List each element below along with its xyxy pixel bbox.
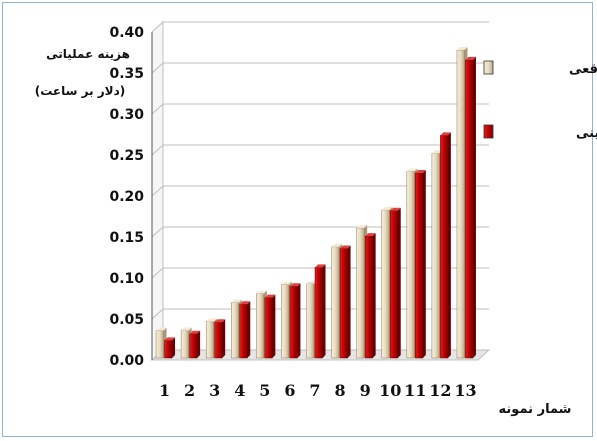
y-tick-label: 0.15 — [109, 230, 144, 246]
x-tick-label: 13 — [454, 381, 476, 400]
y-axis-label-line1: هزینه عملیاتی — [46, 47, 130, 61]
bar-estimated-5 — [264, 294, 276, 359]
bar-estimated-12 — [440, 132, 451, 359]
bar-estimated-4 — [239, 301, 251, 359]
x-axis-ticks: 1 2 3 4 5 6 7 8 9 10 11 12 13 — [159, 381, 477, 400]
x-tick-label: 2 — [184, 381, 195, 400]
bar-estimated-1 — [164, 337, 176, 359]
x-tick-label: 7 — [309, 381, 320, 400]
bars — [155, 47, 476, 359]
bar-estimated-10 — [389, 207, 401, 359]
y-tick-label: 0.10 — [109, 271, 144, 287]
x-tick-label: 4 — [234, 381, 245, 400]
x-tick-label: 10 — [379, 381, 401, 400]
gridline — [151, 267, 489, 279]
y-tick-label: 0.30 — [109, 107, 144, 123]
chart-frame — [2, 2, 593, 437]
legend: مقادیر واقعی مقادیر تخمینی — [483, 60, 597, 141]
y-tick-label: 0.05 — [109, 312, 144, 328]
y-tick-label: 0.40 — [109, 25, 144, 41]
y-tick-label: 0.00 — [109, 353, 144, 369]
bar-estimated-13 — [465, 56, 476, 359]
y-axis-ticks: 0.00 0.05 0.10 0.15 0.20 0.25 0.30 0.35 0.40 — [109, 25, 144, 369]
bar-estimated-2 — [189, 330, 201, 359]
y-tick-label: 0.20 — [109, 189, 144, 205]
y-tick-label: 0.35 — [109, 66, 144, 82]
x-tick-label: 5 — [259, 381, 270, 400]
x-tick-label: 12 — [429, 381, 451, 400]
legend-label-actual: مقادیر واقعی — [569, 62, 597, 77]
x-tick-label: 9 — [360, 381, 371, 400]
legend-swatch-actual — [483, 60, 494, 75]
y-tick-label: 0.25 — [109, 148, 144, 164]
gridline — [151, 103, 489, 115]
x-tick-label: 1 — [159, 381, 170, 400]
bar-estimated-9 — [364, 233, 376, 359]
bar-estimated-11 — [415, 170, 426, 359]
bar-estimated-7 — [314, 264, 326, 359]
gridline — [151, 185, 489, 197]
gridline — [151, 226, 489, 238]
y-axis-label-line2: (دلار بر ساعت) — [35, 84, 126, 98]
bar-estimated-8 — [339, 245, 351, 359]
gridline — [151, 308, 489, 320]
x-tick-label: 8 — [335, 381, 346, 400]
x-tick-label: 6 — [284, 381, 295, 400]
bar-estimated-6 — [289, 283, 301, 359]
legend-label-estimated: مقادیر تخمینی — [576, 126, 597, 141]
gridline — [151, 144, 489, 156]
bar-estimated-3 — [214, 319, 226, 359]
x-axis-label: شمار نمونه — [499, 402, 572, 417]
gridline — [151, 21, 489, 33]
legend-swatch-estimated — [483, 124, 494, 139]
x-tick-label: 3 — [209, 381, 220, 400]
x-tick-label: 11 — [404, 381, 426, 400]
gridline — [151, 62, 489, 74]
